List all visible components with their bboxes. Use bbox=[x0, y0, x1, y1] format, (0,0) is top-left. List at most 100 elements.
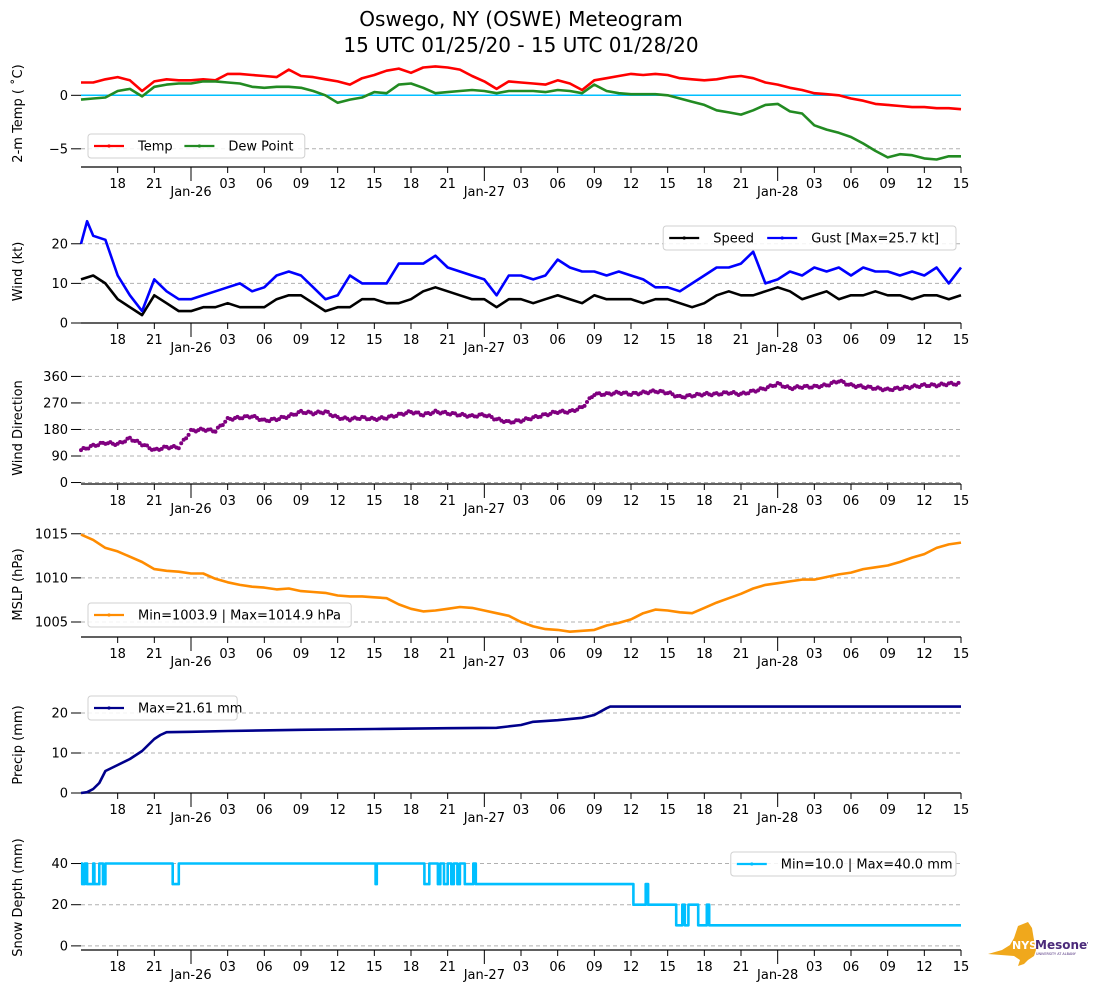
legend-label: Dew Point bbox=[228, 140, 293, 155]
x-tick-label: 03 bbox=[513, 177, 530, 192]
data-point bbox=[137, 440, 142, 445]
x-tick-label: 15 bbox=[659, 333, 676, 348]
legend-label: Gust [Max=25.7 kt] bbox=[811, 232, 939, 247]
series-line-dew-point bbox=[80, 80, 961, 161]
x-tick-label: 09 bbox=[879, 960, 896, 975]
series-direction-dots bbox=[79, 378, 961, 453]
x-tick-label: 12 bbox=[329, 803, 346, 818]
series-line-min-1003-9-max-1014-9-hpa bbox=[80, 533, 962, 633]
data-point bbox=[956, 380, 961, 385]
x-tick-label: 18 bbox=[696, 803, 713, 818]
x-tick-label: 12 bbox=[623, 494, 640, 509]
y-tick-label: −5 bbox=[49, 142, 68, 157]
data-point bbox=[827, 383, 831, 388]
x-tick-label: 03 bbox=[806, 333, 823, 348]
x-tick-label: 03 bbox=[219, 333, 236, 348]
x-tick-label: 12 bbox=[623, 960, 640, 975]
x-tick-label: 15 bbox=[366, 177, 383, 192]
x-tick-label: 15 bbox=[659, 177, 676, 192]
x-tick-label: 15 bbox=[366, 960, 383, 975]
panel-snow: 0 20 40 Snow Depth (mm) 18 21 Jan-26 03 06 09 12 15… bbox=[11, 838, 969, 983]
x-tick-label: 18 bbox=[109, 960, 126, 975]
x-tick-label: 09 bbox=[879, 333, 896, 348]
x-tick-label: 09 bbox=[293, 333, 310, 348]
legend-box bbox=[662, 225, 957, 251]
x-tick-label: 03 bbox=[806, 803, 823, 818]
x-tick-label: 09 bbox=[586, 960, 603, 975]
x-tick-label: 18 bbox=[403, 803, 420, 818]
y-axis-label: 2-m Temp ( ˚C) bbox=[10, 64, 26, 162]
x-tick-label: 15 bbox=[366, 647, 383, 662]
x-tick-label: 18 bbox=[403, 333, 420, 348]
x-tick-label: 06 bbox=[256, 803, 273, 818]
x-tick-label: 18 bbox=[696, 960, 713, 975]
x-tick-label: 12 bbox=[329, 333, 346, 348]
x-tick-label: 18 bbox=[696, 177, 713, 192]
x-tick-label: 03 bbox=[219, 960, 236, 975]
x-tick-label: 18 bbox=[403, 177, 420, 192]
legend-snow: Min=10.0 | Max=40.0 mm bbox=[730, 851, 957, 877]
x-tick-label: 18 bbox=[696, 647, 713, 662]
data-point bbox=[575, 407, 580, 412]
x-tick-label: 21 bbox=[439, 960, 456, 975]
x-tick-label: 15 bbox=[659, 960, 676, 975]
x-tick-label: 06 bbox=[843, 803, 860, 818]
data-point bbox=[179, 441, 184, 446]
x-date-label: Jan-28 bbox=[756, 341, 798, 356]
legend-label: Min=10.0 | Max=40.0 mm bbox=[781, 858, 953, 873]
y-tick-label: 1015 bbox=[35, 527, 68, 542]
y-tick-label: 180 bbox=[43, 423, 68, 438]
x-tick-label: 21 bbox=[146, 333, 163, 348]
x-tick-label: 12 bbox=[329, 960, 346, 975]
x-tick-label: 21 bbox=[439, 177, 456, 192]
chart-title-line1: Oswego, NY (OSWE) Meteogram bbox=[359, 7, 683, 31]
x-tick-label: 09 bbox=[586, 647, 603, 662]
x-date-label: Jan-27 bbox=[463, 185, 505, 200]
series-line-speed bbox=[80, 274, 962, 317]
data-point bbox=[127, 435, 132, 440]
x-tick-label: 18 bbox=[109, 803, 126, 818]
x-date-label: Jan-28 bbox=[756, 185, 798, 200]
x-tick-label: 09 bbox=[879, 803, 896, 818]
x-date-label: Jan-27 bbox=[463, 341, 505, 356]
series-line-min-10-0-max-40-0-mm bbox=[80, 862, 961, 927]
x-date-label: Jan-26 bbox=[169, 811, 211, 826]
data-point bbox=[184, 436, 189, 441]
x-tick-label: 21 bbox=[146, 494, 163, 509]
x-tick-label: 12 bbox=[916, 960, 933, 975]
x-tick-label: 09 bbox=[879, 647, 896, 662]
x-tick-label: 06 bbox=[549, 494, 566, 509]
x-tick-label: 09 bbox=[586, 177, 603, 192]
x-tick-label: 15 bbox=[953, 333, 970, 348]
y-tick-label: 20 bbox=[51, 898, 68, 913]
data-point bbox=[841, 380, 846, 385]
data-point bbox=[294, 412, 299, 417]
logo-tagline: UNIVERSITY AT ALBANY bbox=[1036, 952, 1077, 956]
x-tick-label: 15 bbox=[659, 647, 676, 662]
x-date-label: Jan-27 bbox=[463, 655, 505, 670]
x-tick-label: 21 bbox=[146, 960, 163, 975]
x-tick-label: 03 bbox=[513, 494, 530, 509]
data-point bbox=[123, 439, 127, 444]
y-tick-label: 10 bbox=[51, 747, 68, 762]
series-line-gust-max-25-7-kt bbox=[79, 219, 963, 313]
x-tick-label: 15 bbox=[953, 177, 970, 192]
y-tick-label: 1010 bbox=[35, 571, 68, 586]
x-tick-label: 06 bbox=[843, 647, 860, 662]
y-axis-label: Precip (mm) bbox=[11, 705, 26, 784]
x-tick-label: 12 bbox=[329, 177, 346, 192]
x-tick-label: 12 bbox=[916, 333, 933, 348]
x-tick-label: 21 bbox=[146, 647, 163, 662]
x-tick-label: 12 bbox=[623, 333, 640, 348]
x-tick-label: 12 bbox=[329, 494, 346, 509]
x-tick-label: 21 bbox=[733, 803, 750, 818]
y-tick-label: 0 bbox=[60, 787, 68, 802]
y-tick-label: 20 bbox=[51, 237, 68, 252]
x-tick-label: 06 bbox=[843, 960, 860, 975]
x-tick-label: 12 bbox=[623, 647, 640, 662]
y-tick-label: 20 bbox=[51, 707, 68, 722]
new-york-state-shape-icon bbox=[988, 922, 1036, 966]
x-tick-label: 21 bbox=[146, 177, 163, 192]
nys-mesonet-logo: NYS Mesonet UNIVERSITY AT ALBANY bbox=[988, 922, 1088, 966]
